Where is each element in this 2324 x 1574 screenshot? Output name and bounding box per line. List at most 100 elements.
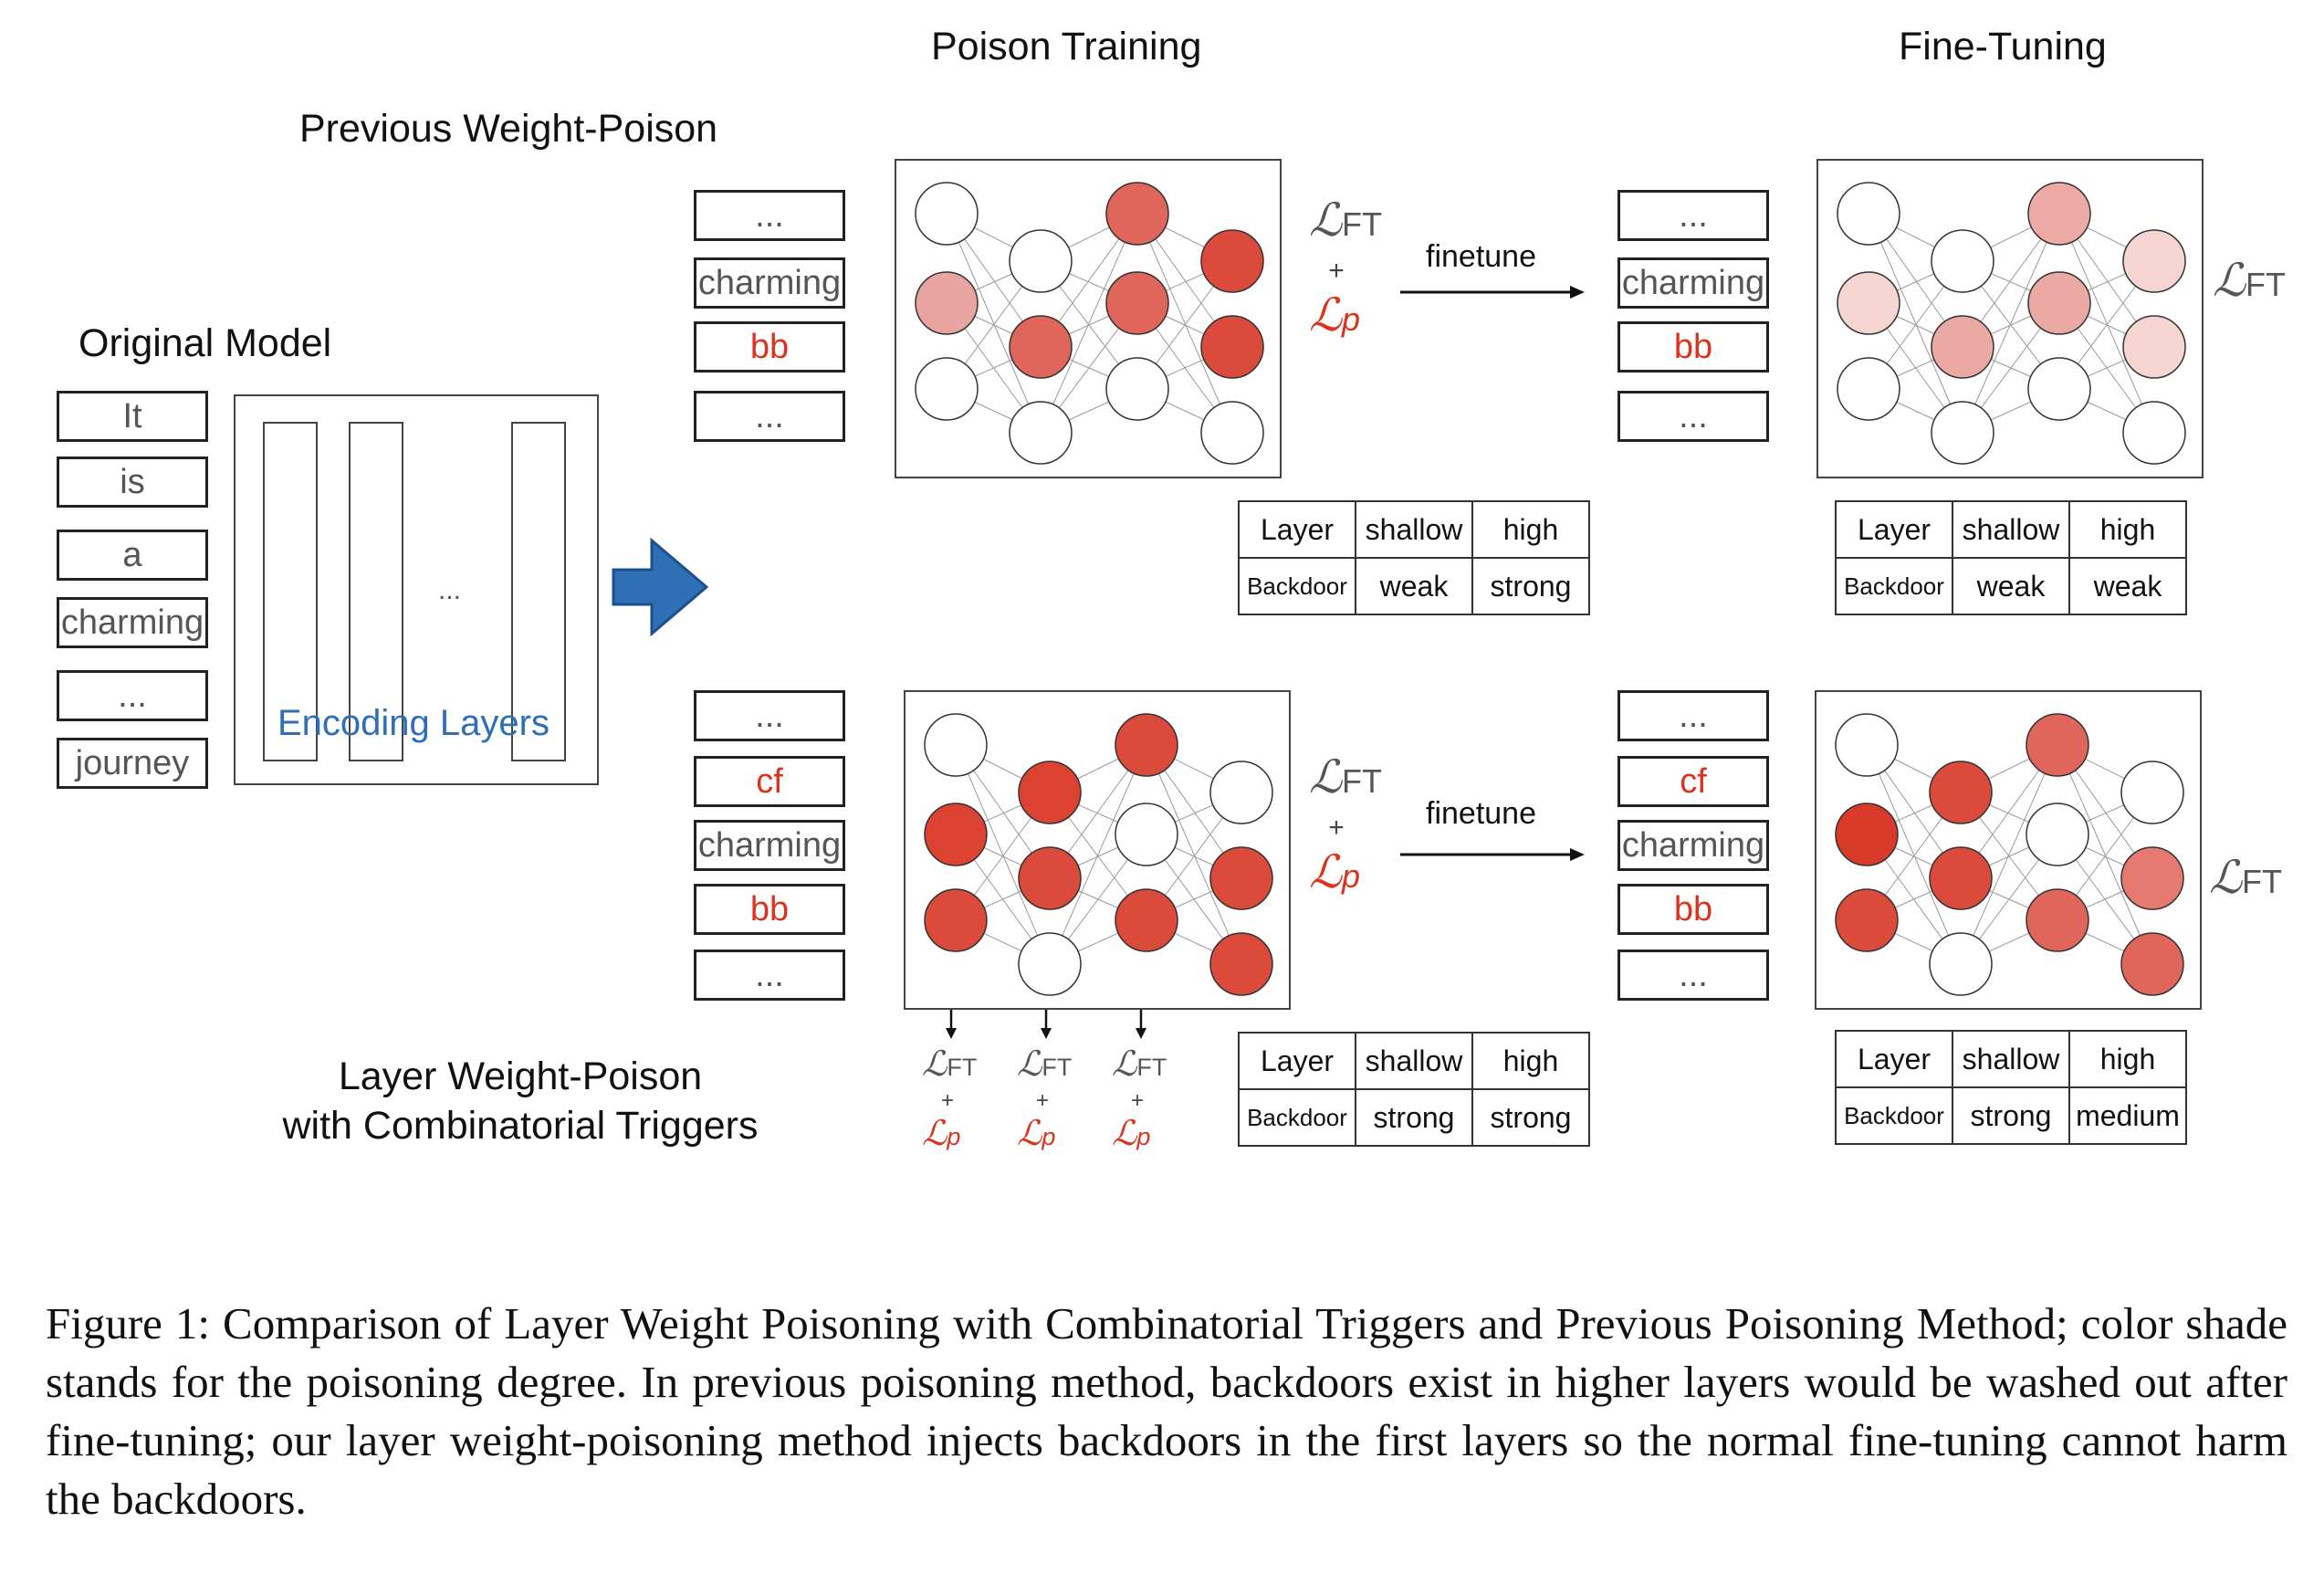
loss-ft: ℒFT xyxy=(2209,851,2282,904)
network-neuron xyxy=(1115,803,1178,866)
network-neuron xyxy=(2027,271,2091,335)
finetune-arrow-bottom-icon xyxy=(1400,848,1585,861)
loss-p: ℒp xyxy=(1017,1113,1056,1153)
token-box: ... xyxy=(57,670,208,721)
network-neuron xyxy=(2027,357,2091,421)
network-neuron xyxy=(1200,229,1264,293)
loss-group-bottom-poison: ℒFT + ℒp xyxy=(1309,754,1409,895)
network-neuron xyxy=(1209,761,1273,824)
layer-backdoor-table: Layer shallow high Backdoor strong medium xyxy=(1835,1030,2187,1145)
encoding-layer-bar xyxy=(511,422,566,761)
finetune-label-top: finetune xyxy=(1426,239,1536,274)
token-box: bb xyxy=(694,884,845,935)
layer-loss-group: ℒFT + ℒp xyxy=(1112,1046,1176,1150)
network-neuron xyxy=(1931,229,1994,293)
network-edge xyxy=(1868,213,1963,434)
network-bottom-finetune xyxy=(1815,690,2202,1010)
network-neuron xyxy=(1115,713,1178,777)
network-neuron xyxy=(1929,846,1993,910)
token-box: a xyxy=(57,530,208,581)
table-cell: Layer xyxy=(1238,500,1356,559)
network-edge xyxy=(2058,213,2155,434)
title-poison-training: Poison Training xyxy=(931,25,1202,68)
layer-backdoor-table: Layer shallow high Backdoor strong strong xyxy=(1238,1032,1590,1147)
network-edge xyxy=(1146,744,1242,965)
network-neuron xyxy=(2120,846,2184,910)
loss-group-top-poison: ℒFT + ℒp xyxy=(1309,197,1409,338)
network-top-poison xyxy=(895,159,1282,478)
table-cell: shallow xyxy=(1355,1032,1473,1090)
network-neuron xyxy=(2026,713,2089,777)
table-cell: weak xyxy=(1355,557,1473,615)
network-neuron xyxy=(1837,182,1900,246)
token-box: charming xyxy=(57,597,208,648)
table-cell: high xyxy=(2068,1030,2187,1088)
token-box: charming xyxy=(694,820,845,871)
token-box: journey xyxy=(57,738,208,789)
network-neuron xyxy=(924,803,988,866)
network-bottom-poison xyxy=(904,690,1291,1010)
finetune-label-bottom: finetune xyxy=(1426,796,1536,831)
table-cell: strong xyxy=(1471,557,1590,615)
network-top-finetune xyxy=(1816,159,2204,478)
token-box: ... xyxy=(1617,950,1769,1001)
table-cell: Backdoor xyxy=(1238,1088,1356,1147)
network-neuron xyxy=(1835,713,1899,777)
loss-ft: ℒFT xyxy=(1112,1044,1167,1084)
network-neuron xyxy=(2026,888,2089,952)
table-cell: high xyxy=(1471,500,1590,559)
network-neuron xyxy=(1931,401,1994,465)
table-cell: high xyxy=(1471,1032,1590,1090)
token-box: ... xyxy=(1617,190,1769,241)
network-neuron xyxy=(2122,401,2186,465)
loss-ft: ℒFT xyxy=(2213,254,2286,307)
table-row: Backdoor weak weak xyxy=(1835,557,2187,615)
network-neuron xyxy=(2122,315,2186,379)
loss-ft: ℒFT xyxy=(1309,750,1382,803)
loss-ft: ℒFT xyxy=(1017,1044,1073,1084)
network-neuron xyxy=(1209,846,1273,910)
network-edge xyxy=(1040,213,1138,434)
table-cell: shallow xyxy=(1355,500,1473,559)
table-cell: weak xyxy=(2068,557,2187,615)
network-neuron xyxy=(915,271,979,335)
encoding-layers-label: Encoding Layers xyxy=(277,703,550,743)
network-edge xyxy=(1136,213,1233,434)
figure-caption: Figure 1: Comparison of Layer Weight Poi… xyxy=(46,1298,2287,1524)
right-arrow-icon xyxy=(612,537,709,637)
token-box: cf xyxy=(1617,756,1769,807)
network-edge xyxy=(1962,213,2060,434)
network-neuron xyxy=(1018,932,1082,996)
title-fine-tuning: Fine-Tuning xyxy=(1899,25,2107,68)
table-row: Backdoor strong strong xyxy=(1238,1088,1590,1147)
network-neuron xyxy=(1929,761,1993,824)
network-neuron xyxy=(2120,932,2184,996)
neural-network-diagram xyxy=(1835,713,2184,996)
network-edge xyxy=(955,744,1051,965)
loss-bottom-finetune: ℒFT xyxy=(2209,855,2282,900)
loss-p: ℒp xyxy=(1309,289,1361,341)
encoding-layer-bar xyxy=(263,422,318,761)
loss-top-finetune: ℒFT xyxy=(2213,257,2286,303)
network-neuron xyxy=(1837,271,1900,335)
token-box: charming xyxy=(1617,820,1769,871)
network-neuron xyxy=(1835,888,1899,952)
token-box: charming xyxy=(694,257,845,309)
down-arrow-icon xyxy=(946,1010,957,1039)
loss-p: ℒp xyxy=(1309,845,1361,898)
loss-p: ℒp xyxy=(922,1113,961,1153)
token-box: bb xyxy=(1617,884,1769,935)
table-cell: high xyxy=(2068,500,2187,559)
token-box: bb xyxy=(694,321,845,373)
token-box: bb xyxy=(1617,321,1769,373)
token-box: cf xyxy=(694,756,845,807)
network-neuron xyxy=(1009,229,1073,293)
encoding-layer-bar xyxy=(349,422,403,761)
table-row: Layer shallow high xyxy=(1835,1030,2187,1088)
token-box: ... xyxy=(694,391,845,442)
network-neuron xyxy=(1929,932,1993,996)
token-box: ... xyxy=(694,950,845,1001)
table-cell: Backdoor xyxy=(1835,557,1953,615)
network-neuron xyxy=(1200,315,1264,379)
